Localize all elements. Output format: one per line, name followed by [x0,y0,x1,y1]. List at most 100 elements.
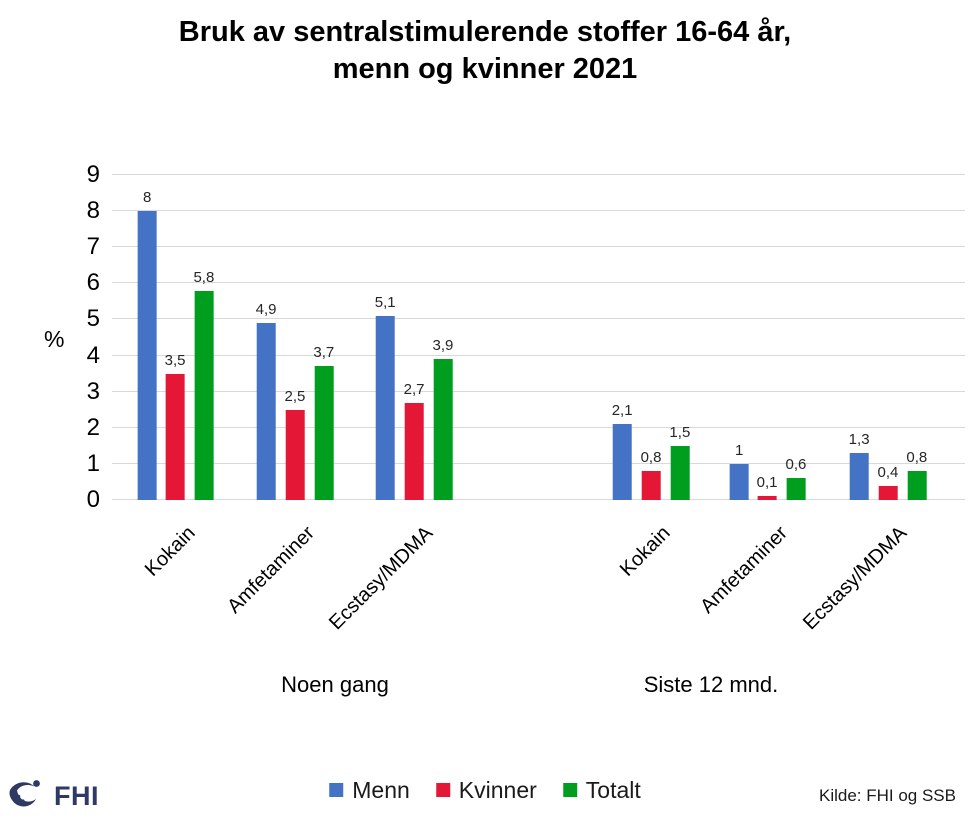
y-tick-label-9: 9 [86,161,100,188]
gridline-3 [112,390,965,392]
bar-value-label: 0,4 [877,463,899,481]
fhi-logo-text: FHI [54,781,99,811]
legend-item-totalt: Totalt [562,777,641,803]
x-group-label: Noen gang [281,672,389,697]
bar-value-label: 8 [142,189,152,207]
gridline-0 [112,499,965,500]
bar-slot: 5,8 [193,269,214,500]
chart-title: Bruk av sentralstimulerende stoffer 16-6… [0,14,970,88]
gridline-1 [112,462,965,464]
legend-item-menn: Menn [329,778,410,802]
bar-value-label: 3,9 [432,337,454,355]
bar-kvinner [641,471,661,500]
bar-totalt [670,445,690,500]
x-category-label: Amfetaminer [222,522,319,618]
bar-kvinner [757,496,777,500]
bar-value-label: 1 [735,441,744,459]
bar-slot: 0,8 [640,449,662,500]
bar-cluster-siste-12-mnd--ecstasy-mdma: 1,3 0,4 0,8 [848,431,927,500]
bar-slot: 2,1 [612,402,633,500]
gridline-4 [112,354,965,356]
bar-value-label: 2,7 [403,380,425,398]
bar-value-label: 1,5 [669,423,691,441]
bar-cluster-noen-gang-amfetaminer: 4,9 2,5 3,7 [256,301,334,500]
y-tick-label-6: 6 [86,269,100,297]
gridline-7 [112,246,965,248]
fhi-logo: FHI [8,776,99,817]
fhi-swoosh-icon [8,776,50,817]
gridline-2 [112,426,965,428]
plot-area: 8 3,5 5,8 4,9 2,5 3,7 5,1 2,7 3,9 2,1 0,8 1,5 1 0,1 0,… [112,174,965,500]
bar-slot: 2,7 [403,380,425,500]
chart-title-line1: Bruk av sentralstimulerende stoffer 16-6… [178,16,792,48]
gridline-5 [112,318,965,320]
bar-menn [137,211,157,500]
bar-cluster-noen-gang-kokain: 8 3,5 5,8 [137,189,214,500]
bar-totalt [786,478,806,500]
y-tick-label-7: 7 [86,233,100,261]
bar-slot: 1 [729,441,749,500]
bar-slot: 3,7 [313,344,334,500]
bar-kvinner [165,373,185,500]
bar-totalt [194,290,214,500]
x-category-label: Ecstasy/MDMA [799,522,912,635]
bar-value-label: 1,3 [848,431,870,449]
y-tick-label-5: 5 [86,305,100,333]
y-tick-label-2: 2 [86,413,100,441]
bar-slot: 8 [137,189,157,500]
bar-slot: 1,5 [669,424,690,500]
bar-cluster-noen-gang-ecstasy-mdma: 5,1 2,7 3,9 [375,294,454,500]
bar-value-label: 0,8 [906,449,928,467]
legend: Menn Kvinner Totalt [329,778,641,802]
bar-value-label: 0,8 [640,449,662,467]
bar-slot: 0,4 [877,463,899,500]
legend-item-kvinner: Kvinner [435,777,537,803]
x-category-label: Kokain [140,522,200,581]
bar-value-label: 0,1 [756,474,778,492]
legend-label: Totalt [585,777,641,803]
bar-menn [256,323,276,500]
legend-swatch-icon [435,783,450,797]
y-tick-label-0: 0 [86,486,100,513]
bar-slot: 3,5 [164,351,186,500]
bar-slot: 0,6 [785,456,807,500]
y-tick-label-3: 3 [86,377,100,405]
bar-menn [612,424,632,500]
bar-value-label: 2,1 [611,402,633,420]
bar-totalt [433,359,453,500]
bar-cluster-siste-12-mnd--amfetaminer: 1 0,1 0,6 [729,441,807,500]
bar-kvinner [878,485,898,500]
x-category-label: Kokain [615,522,675,581]
x-category-label: Ecstasy/MDMA [325,522,438,635]
x-group-label: Siste 12 mnd. [643,672,779,697]
legend-swatch-icon [329,783,344,797]
bar-value-label: 3,7 [313,344,335,362]
bar-value-label: 0,6 [785,456,807,474]
bar-menn [729,463,749,500]
bar-menn [375,315,395,500]
bar-slot: 5,1 [375,294,396,500]
bar-value-label: 3,5 [164,351,186,369]
legend-label: Kvinner [458,777,537,803]
gridline-8 [112,210,965,212]
gridline-6 [112,282,965,284]
bar-value-label: 5,8 [193,268,215,286]
x-category-label: Amfetaminer [695,522,792,618]
y-tick-label-8: 8 [86,197,100,225]
bar-value-label: 2,5 [284,387,306,405]
gridline-9 [112,174,965,175]
bar-menn [849,453,869,500]
bar-slot: 4,9 [256,301,277,500]
legend-label: Menn [352,777,410,803]
bar-value-label: 4,9 [255,301,277,319]
bar-totalt [314,366,334,500]
chart-title-line2: menn og kvinner 2021 [332,53,638,85]
y-tick-label-4: 4 [86,341,100,369]
bar-slot: 0,8 [906,449,927,500]
y-axis-title: % [44,326,65,352]
bar-value-label: 5,1 [374,293,396,311]
legend-swatch-icon [562,783,577,797]
bar-slot: 2,5 [284,387,306,500]
